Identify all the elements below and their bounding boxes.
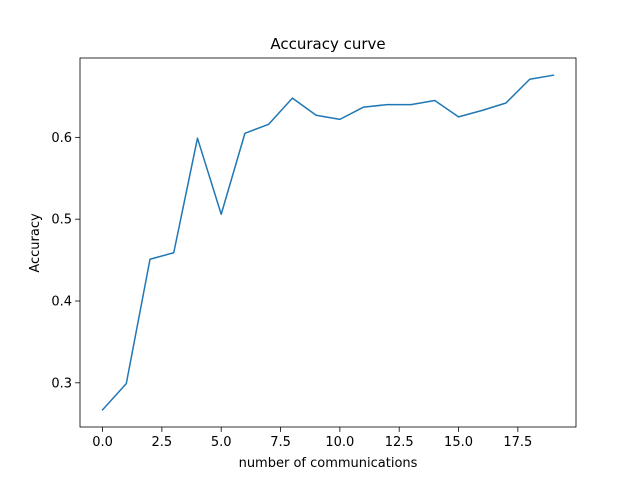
y-axis: 0.3 0.4 0.5 0.6 bbox=[51, 131, 80, 391]
x-tick-label: 5.0 bbox=[211, 435, 232, 450]
y-tick-label: 0.3 bbox=[51, 376, 72, 391]
x-axis: 0.0 2.5 5.0 7.5 10.0 12.5 15.0 17.5 bbox=[92, 427, 532, 450]
y-axis-label: Accuracy bbox=[28, 213, 43, 273]
x-tick-label: 15.0 bbox=[444, 435, 473, 450]
y-tick-label: 0.6 bbox=[51, 131, 72, 146]
plot-frame bbox=[79, 57, 577, 428]
x-tick-label: 10.0 bbox=[325, 435, 354, 450]
x-tick-label: 17.5 bbox=[503, 435, 532, 450]
plot-area bbox=[79, 57, 577, 428]
chart-title: Accuracy curve bbox=[270, 35, 385, 53]
x-tick-label: 0.0 bbox=[92, 435, 113, 450]
x-tick-label: 2.5 bbox=[152, 435, 173, 450]
x-tick-label: 7.5 bbox=[270, 435, 291, 450]
y-tick-label: 0.5 bbox=[51, 213, 72, 228]
accuracy-line bbox=[101, 74, 555, 411]
x-axis-label: number of communications bbox=[239, 456, 418, 471]
y-tick-label: 0.4 bbox=[51, 295, 72, 310]
x-tick-label: 12.5 bbox=[385, 435, 414, 450]
